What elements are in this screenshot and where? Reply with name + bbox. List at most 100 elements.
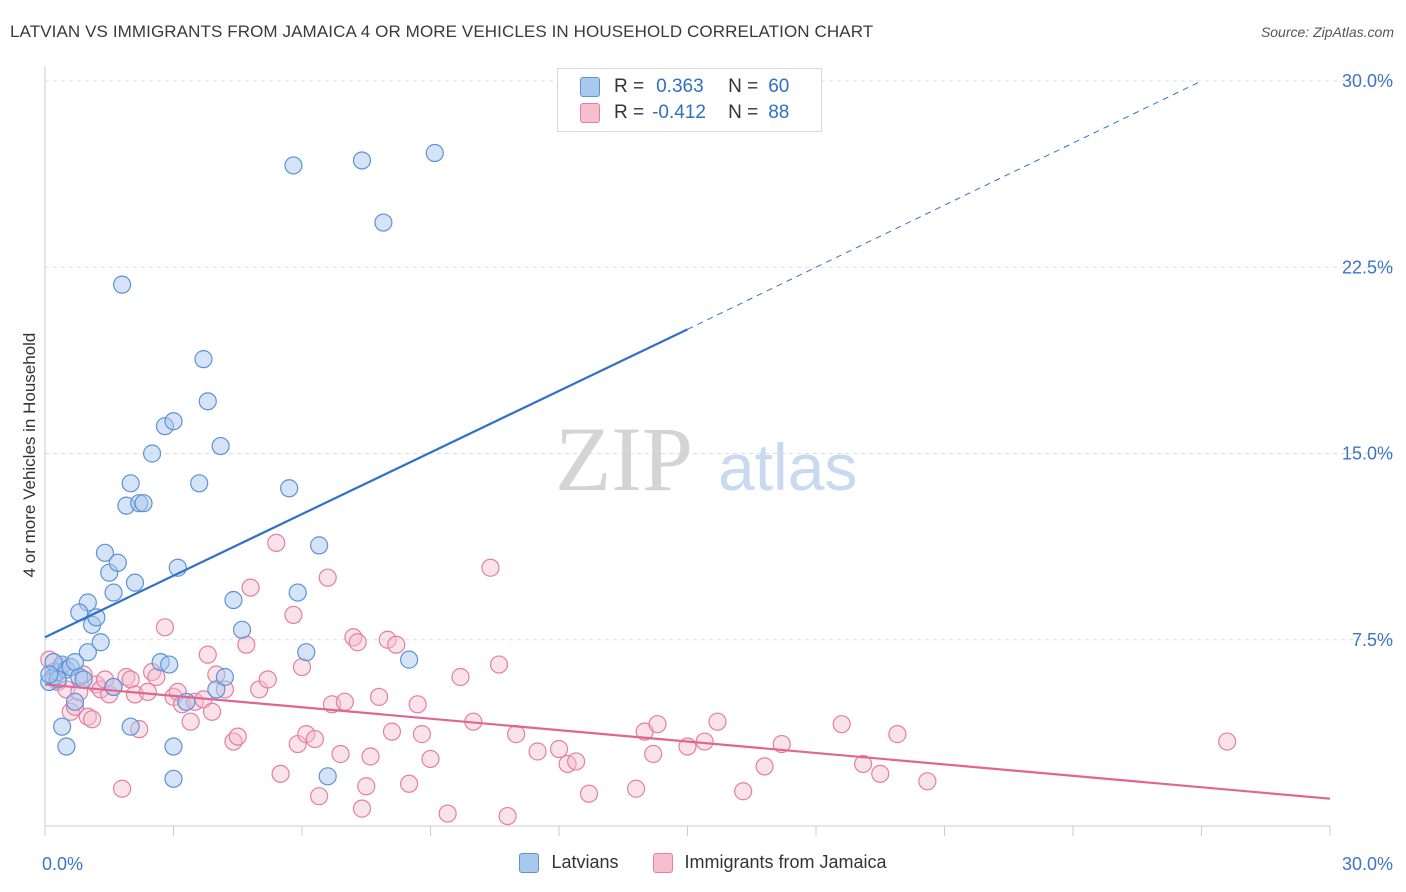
latvian-point [232,620,252,639]
latvians-swatch [580,77,600,97]
jamaica-point [370,687,389,706]
jamaica-point [310,787,329,806]
jamaica-point [399,774,419,793]
latvian-point [399,650,419,669]
jamaica-point [348,633,367,652]
jamaica-point [888,725,907,744]
latvians-r-value: 0.363 [656,76,704,97]
latvian-point [95,543,115,562]
jamaica-point [644,744,663,764]
jamaica-point [734,782,753,801]
jamaica-point [772,734,791,754]
latvian-point [288,583,307,602]
jamaica-point [871,764,890,783]
jamaica-point [228,727,247,746]
legend-item-latvians[interactable]: Latvians [519,852,619,873]
jamaica-point [198,645,217,664]
y-tick-label: 7.5% [1352,630,1393,650]
jamaica-n-value: 88 [768,102,790,123]
jamaica-point [755,757,774,776]
chart-title: LATVIAN VS IMMIGRANTS FROM JAMAICA 4 OR … [10,22,874,41]
jamaica-point [421,749,440,769]
latvian-point [215,667,234,687]
latvian-point [310,536,329,555]
jamaica-point [202,702,222,721]
y-tick-label: 15.0% [1342,444,1393,464]
jamaica-point [626,779,646,798]
latvian-point [142,444,162,463]
jamaica-point [83,710,102,729]
jamaica-point [378,630,397,649]
latvian-point [425,143,444,163]
jamaica-point [181,712,200,731]
latvians-n-label: N = [728,76,759,97]
jamaica-point [357,777,376,796]
jamaica-trend-line [44,683,1331,800]
jamaica-point [155,618,175,637]
watermark: ZIP atlas [555,408,857,510]
jamaica-r-label: R = [614,102,645,123]
legend-row-latvians: R = 0.363 N = 60 [580,75,789,99]
latvian-point [280,479,299,498]
jamaica-point [1218,732,1237,751]
legend-item-jamaica[interactable]: Immigrants from Jamaica [652,852,887,873]
latvian-point [164,769,183,788]
jamaica-point [138,682,157,702]
latvian-point [121,474,140,493]
latvian-point [125,573,145,592]
jamaica-point [241,578,260,597]
latvian-point [297,643,316,662]
jamaica-point [237,635,256,654]
latvian-point [74,670,93,689]
source-label: Source: ZipAtlas.com [1260,24,1394,40]
latvians-legend-label: Latvians [551,852,619,872]
jamaica-point [361,747,380,766]
latvian-point [121,717,140,736]
latvian-point [57,737,76,756]
jamaica-point [489,655,509,674]
trend-lines [44,80,1331,800]
x-tick-label: 0.0% [42,854,83,874]
latvian-point [164,737,183,756]
jamaica-point [331,744,350,764]
latvian-point [224,590,243,610]
latvian-point [112,275,132,294]
jamaica-r-value: -0.412 [652,102,706,123]
latvian-point [104,677,123,697]
jamaica-point [335,692,354,711]
jamaica-point [854,754,873,774]
latvian-point [53,717,72,736]
jamaica-point [408,695,427,714]
latvian-point [284,156,303,175]
latvian-point [108,553,127,572]
jamaica-point [271,764,290,783]
latvian-point [207,680,226,699]
jamaica-point [382,722,402,741]
latvian-point [78,643,97,662]
jamaica-point [267,533,286,553]
jamaica-point [258,670,277,689]
latvian-points [40,143,444,788]
latvians-trend-extension [687,80,1202,330]
jamaica-point [438,804,457,823]
watermark-zip: ZIP [555,408,693,510]
latvian-point [65,692,85,711]
jamaica-point [387,635,406,654]
grid [45,80,1395,641]
latvian-point [134,494,153,513]
y-tick-label: 22.5% [1342,257,1393,277]
jamaica-legend-swatch [652,852,673,873]
legend-row-jamaica: R = -0.412 N = 88 [580,101,789,125]
jamaica-point [567,752,586,771]
series-legend: Latvians Immigrants from Jamaica [0,852,1406,873]
axes [44,66,1331,836]
jamaica-point [498,806,517,826]
latvian-point [194,350,213,369]
jamaica-point [708,712,727,731]
watermark-atlas: atlas [718,430,857,504]
latvians-r-label: R = [614,76,645,97]
latvians-n-value: 60 [768,76,790,97]
latvian-point [318,767,337,786]
latvian-point [91,633,110,652]
